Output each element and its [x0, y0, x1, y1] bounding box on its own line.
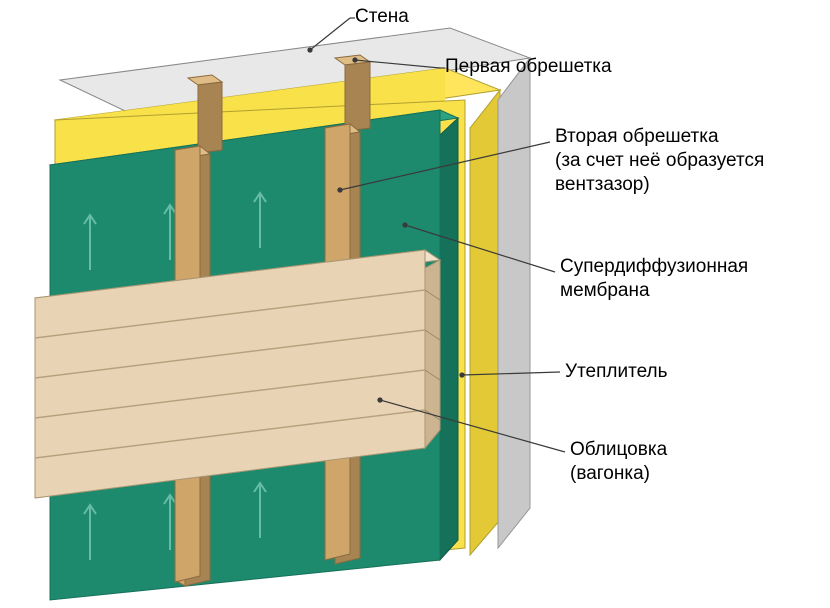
- label-cladding: Облицовка (вагонка): [570, 438, 667, 486]
- label-first-lathing: Первая обрешетка: [445, 55, 612, 79]
- label-insulation: Утеплитель: [565, 360, 668, 384]
- label-second-lathing: Вторая обрешетка (за счет неё образуется…: [555, 125, 764, 196]
- label-wall: Стена: [355, 5, 409, 29]
- label-membrane: Супердиффузионная мембрана: [560, 255, 748, 303]
- diagram-container: Стена Первая обрешетка Вторая обрешетка …: [0, 0, 830, 608]
- wall-side-visible: [498, 58, 530, 548]
- diagram-svg: [0, 0, 830, 608]
